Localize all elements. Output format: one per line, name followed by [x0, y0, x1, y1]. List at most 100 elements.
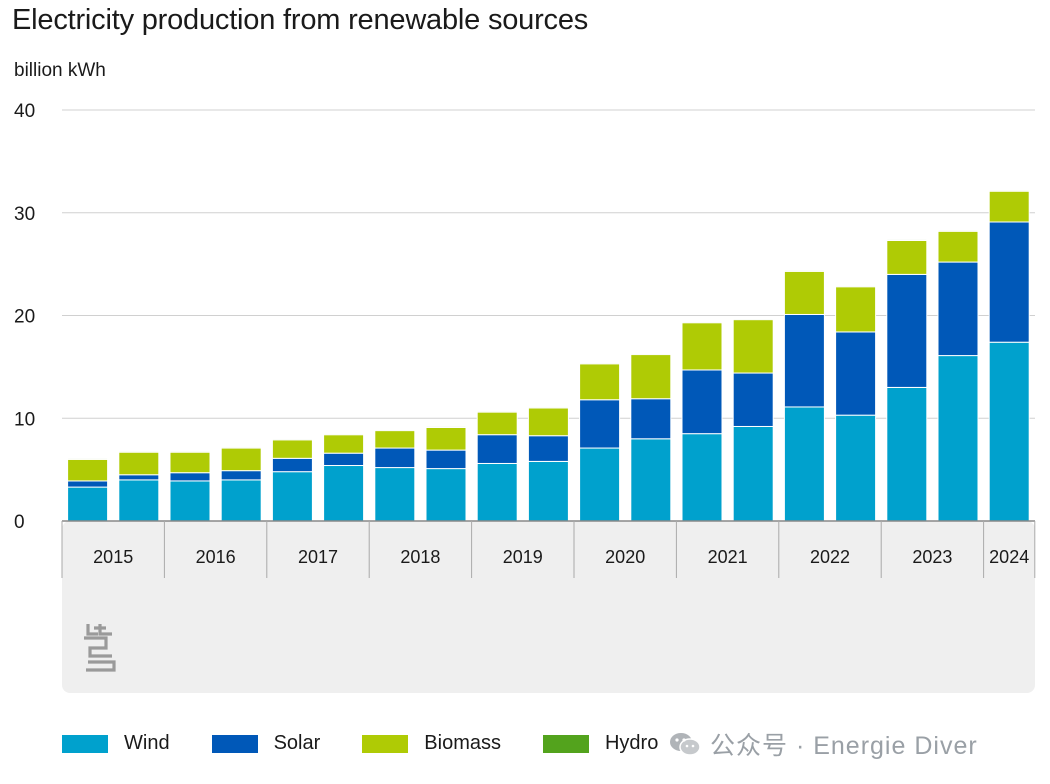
watermark-text: 公众号 · Energie Diver: [710, 732, 978, 760]
bar-wind: [169, 480, 211, 522]
y-axis-unit-label: billion kWh: [14, 60, 106, 81]
y-tick-label: 30: [14, 204, 35, 225]
legend-label: Biomass: [424, 732, 501, 754]
legend-item-wind: Wind: [62, 732, 170, 755]
watermark: 公众号 · Energie Diver: [668, 726, 978, 762]
x-tick-label: 2017: [298, 547, 338, 567]
bar-biomass: [527, 407, 569, 437]
bar-wind: [476, 462, 518, 522]
x-tick-label: 2016: [196, 547, 236, 567]
bar-wind: [886, 386, 928, 522]
bar-hydro: [732, 318, 774, 321]
bar-hydro: [67, 457, 109, 460]
bar-solar: [271, 457, 313, 473]
x-tick-label: 2015: [93, 547, 133, 567]
y-tick-labels: 0 10 20 30 40: [14, 101, 35, 533]
bar-hydro: [681, 321, 723, 324]
x-tick-label: 2018: [400, 547, 440, 567]
bar-solar: [681, 369, 723, 435]
legend-swatch: [542, 734, 589, 753]
legend-label: Wind: [124, 732, 170, 754]
bar-biomass: [67, 458, 109, 482]
y-tick-label: 20: [14, 307, 35, 328]
x-tick-label: 2021: [708, 547, 748, 567]
bar-solar: [527, 435, 569, 462]
bar-solar: [323, 452, 365, 467]
bar-biomass: [886, 239, 928, 275]
bar-biomass: [118, 451, 160, 476]
bar-wind: [732, 425, 774, 522]
bar-biomass: [271, 439, 313, 459]
bar-wind: [681, 433, 723, 522]
bar-biomass: [835, 286, 877, 333]
bar-wind: [783, 406, 825, 522]
bar-solar: [783, 313, 825, 408]
bar-hydro: [118, 450, 160, 453]
legend-item-biomass: Biomass: [362, 732, 501, 755]
legend: Wind Solar Biomass Hydro: [62, 732, 700, 755]
bar-biomass: [937, 230, 979, 263]
bar-wind: [374, 467, 416, 522]
bar-biomass: [579, 363, 621, 401]
bar-biomass: [681, 322, 723, 371]
bar-wind: [271, 471, 313, 522]
bar-solar: [937, 261, 979, 357]
legend-item-solar: Solar: [211, 732, 321, 755]
x-tick-label: 2022: [810, 547, 850, 567]
wechat-icon: [670, 733, 701, 756]
bar-hydro: [220, 446, 262, 449]
bar-wind: [67, 486, 109, 522]
bar-hydro: [323, 433, 365, 436]
bar-solar: [732, 372, 774, 427]
bar-solar: [169, 472, 211, 482]
x-tick-label: 2019: [503, 547, 543, 567]
bar-wind: [323, 465, 365, 522]
bar-hydro: [630, 353, 672, 356]
bar-biomass: [783, 270, 825, 315]
bar-solar: [579, 399, 621, 449]
bar-hydro: [374, 429, 416, 432]
bar-solar: [425, 449, 467, 470]
bar-hydro: [271, 438, 313, 441]
y-tick-label: 40: [14, 101, 35, 122]
legend-swatch: [62, 734, 108, 753]
legend-label: Solar: [273, 732, 321, 754]
bar-solar: [886, 273, 928, 388]
x-axis: 2015 2016 2017 2018 2019 2020 2021 2022 2023 2024: [61, 520, 1036, 578]
bar-solar: [118, 474, 160, 481]
bar-solar: [220, 470, 262, 481]
bar-solar: [630, 398, 672, 440]
x-tick-label: 2024: [989, 547, 1029, 567]
bar-biomass: [988, 190, 1030, 223]
bar-biomass: [425, 426, 467, 451]
bar-wind: [579, 447, 621, 522]
y-tick-label: 10: [14, 409, 35, 430]
bar-wind: [937, 355, 979, 522]
bar-hydro: [988, 189, 1030, 192]
bar-hydro: [886, 238, 928, 241]
bar-hydro: [476, 410, 518, 413]
bar-hydro: [425, 425, 467, 428]
legend-swatch: [362, 734, 409, 753]
bar-wind: [220, 479, 262, 522]
bar-biomass: [220, 447, 262, 472]
cbs-logo-icon: [84, 624, 116, 672]
bar-solar: [988, 221, 1030, 343]
bar-biomass: [323, 434, 365, 454]
bar-hydro: [579, 362, 621, 365]
x-tick-label: 2020: [605, 547, 645, 567]
bar-hydro: [527, 406, 569, 409]
bar-hydro: [783, 269, 825, 272]
bar-solar: [835, 331, 877, 416]
bar-wind: [527, 460, 569, 522]
bar-hydro: [835, 285, 877, 288]
bar-wind: [835, 414, 877, 522]
bar-solar: [67, 480, 109, 488]
x-tick-label: 2023: [912, 547, 952, 567]
bar-wind: [988, 341, 1030, 522]
bar-biomass: [630, 354, 672, 400]
bars: [67, 189, 1030, 522]
bar-biomass: [732, 319, 774, 374]
bar-wind: [630, 438, 672, 522]
bar-wind: [425, 468, 467, 522]
